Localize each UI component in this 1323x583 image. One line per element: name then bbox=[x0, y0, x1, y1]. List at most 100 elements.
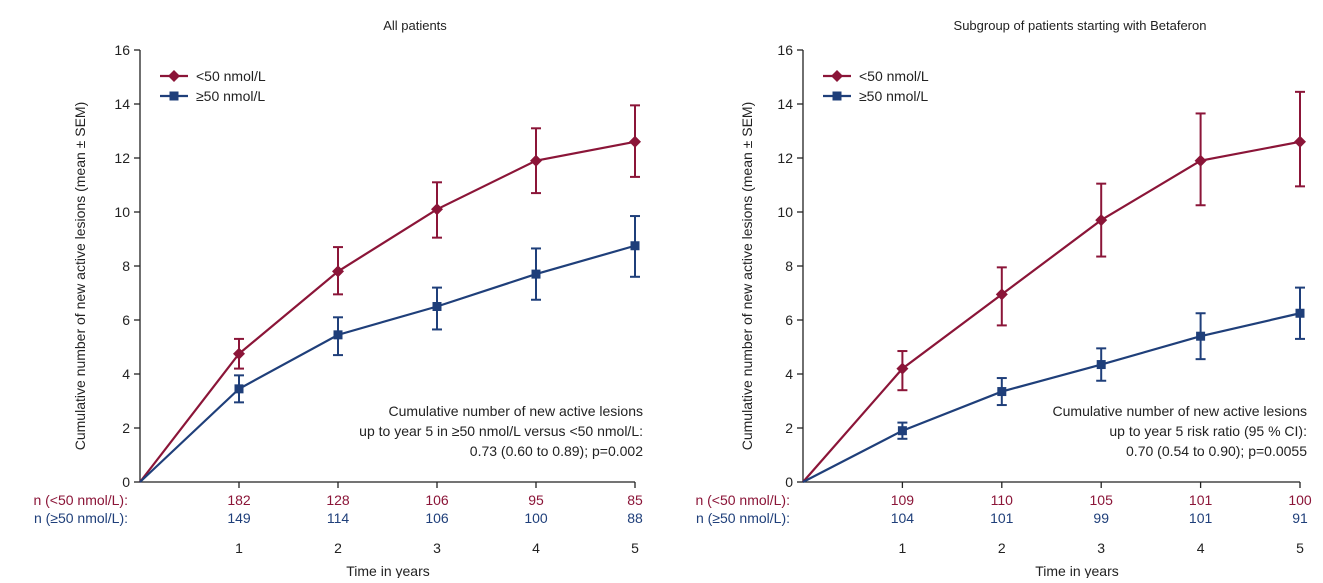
n-row-1: n (<50 nmol/L): 109 110 105 101 100 bbox=[695, 492, 1311, 508]
n-row-value: 109 bbox=[891, 492, 915, 508]
legend-marker-square bbox=[169, 91, 179, 101]
y-tick-label: 10 bbox=[777, 204, 793, 220]
annotation-line: up to year 5 in ≥50 nmol/L versus <50 nm… bbox=[359, 423, 643, 439]
n-row-value: 128 bbox=[326, 492, 350, 508]
x-tick-label: 4 bbox=[1197, 540, 1205, 556]
x-axis-label: Time in years bbox=[1035, 563, 1119, 578]
legend-label: ≥50 nmol/L bbox=[196, 88, 265, 104]
data-point-square bbox=[432, 302, 442, 311]
legend: <50 nmol/L ≥50 nmol/L bbox=[160, 68, 266, 104]
legend-marker-diamond bbox=[831, 70, 843, 82]
series-1 bbox=[802, 90, 1306, 483]
n-row-1: n (<50 nmol/L): 182 128 106 95 85 bbox=[33, 492, 643, 508]
data-point-square bbox=[531, 269, 541, 279]
annotation-line: up to year 5 risk ratio (95 % CI): bbox=[1109, 423, 1307, 439]
n-row-value: 101 bbox=[990, 510, 1014, 526]
data-point-diamond bbox=[1194, 154, 1207, 167]
annotation-line: 0.73 (0.60 to 0.89); p=0.002 bbox=[470, 443, 643, 459]
data-point-square bbox=[897, 426, 907, 436]
n-row-value: 95 bbox=[528, 492, 544, 508]
data-point-diamond bbox=[1095, 214, 1108, 227]
x-tick-label: 4 bbox=[532, 540, 540, 556]
n-row-2: n (≥50 nmol/L): 104 101 99 101 91 bbox=[696, 510, 1308, 526]
series-line bbox=[139, 244, 636, 483]
n-row-value: 149 bbox=[227, 510, 251, 526]
y-tick-label: 0 bbox=[785, 474, 793, 490]
data-point-diamond bbox=[1294, 135, 1306, 148]
chart-panel-2: Subgroup of patients starting with Betaf… bbox=[695, 18, 1311, 579]
n-row-2: n (≥50 nmol/L): 149 114 106 100 88 bbox=[34, 510, 643, 526]
y-tick-label: 14 bbox=[777, 96, 793, 112]
n-row-label: n (≥50 nmol/L): bbox=[34, 510, 128, 526]
legend-label: <50 nmol/L bbox=[196, 68, 266, 84]
data-point-diamond bbox=[233, 347, 245, 360]
annotation-line: 0.70 (0.54 to 0.90); p=0.0055 bbox=[1126, 443, 1307, 459]
annotation-line: Cumulative number of new active lesions bbox=[389, 403, 643, 419]
data-point-diamond bbox=[629, 135, 641, 148]
n-row-value: 101 bbox=[1189, 510, 1213, 526]
data-point-diamond bbox=[995, 288, 1008, 301]
n-row-label: n (≥50 nmol/L): bbox=[696, 510, 790, 526]
n-row-label: n (<50 nmol/L): bbox=[695, 492, 790, 508]
y-tick-label: 8 bbox=[785, 258, 793, 274]
y-tick-label: 12 bbox=[114, 150, 130, 166]
y-tick-label: 10 bbox=[114, 204, 130, 220]
n-row-label: n (<50 nmol/L): bbox=[33, 492, 128, 508]
y-tick-label: 4 bbox=[785, 366, 793, 382]
chart-title: Subgroup of patients starting with Betaf… bbox=[954, 18, 1207, 33]
y-axis-label: Cumulative number of new active lesions … bbox=[739, 102, 755, 451]
x-tick-label: 1 bbox=[899, 540, 907, 556]
y-tick-label: 6 bbox=[785, 312, 793, 328]
data-point-square bbox=[630, 241, 640, 251]
legend-marker-diamond bbox=[168, 70, 180, 82]
series-line bbox=[802, 312, 1301, 483]
n-row-value: 182 bbox=[227, 492, 251, 508]
data-point-diamond bbox=[332, 265, 344, 278]
y-tick-label: 16 bbox=[777, 42, 793, 58]
x-tick-label: 3 bbox=[433, 540, 441, 556]
n-row-value: 100 bbox=[524, 510, 548, 526]
y-tick-label: 0 bbox=[122, 474, 130, 490]
n-row-value: 106 bbox=[425, 492, 449, 508]
series-2 bbox=[139, 215, 640, 483]
y-tick-label: 6 bbox=[122, 312, 130, 328]
n-row-value: 101 bbox=[1189, 492, 1213, 508]
series-line bbox=[802, 140, 1301, 483]
data-point-diamond bbox=[896, 362, 909, 375]
n-row-value: 88 bbox=[627, 510, 643, 526]
x-tick-label: 3 bbox=[1097, 540, 1105, 556]
n-row-value: 99 bbox=[1093, 510, 1109, 526]
n-row-value: 100 bbox=[1288, 492, 1312, 508]
n-row-value: 85 bbox=[627, 492, 643, 508]
n-row-value: 91 bbox=[1292, 510, 1308, 526]
y-axis-label: Cumulative number of new active lesions … bbox=[72, 102, 88, 451]
y-tick-label: 14 bbox=[114, 96, 130, 112]
x-tick-label: 5 bbox=[1296, 540, 1304, 556]
data-point-square bbox=[234, 384, 244, 394]
n-row-value: 104 bbox=[891, 510, 915, 526]
y-tick-label: 16 bbox=[114, 42, 130, 58]
series-1 bbox=[139, 104, 641, 483]
series-line bbox=[139, 140, 636, 483]
annotation: Cumulative number of new active lesions u… bbox=[359, 403, 643, 459]
data-point-diamond bbox=[530, 154, 542, 167]
y-tick-label: 12 bbox=[777, 150, 793, 166]
data-point-square bbox=[1295, 308, 1305, 318]
n-row-value: 106 bbox=[425, 510, 449, 526]
n-row-value: 110 bbox=[991, 492, 1014, 508]
y-tick-label: 2 bbox=[785, 420, 793, 436]
x-tick-label: 2 bbox=[998, 540, 1006, 556]
y-tick-label: 8 bbox=[122, 258, 130, 274]
legend: <50 nmol/L ≥50 nmol/L bbox=[823, 68, 929, 104]
data-point-diamond bbox=[431, 203, 443, 216]
data-point-square bbox=[1096, 360, 1106, 370]
series-2 bbox=[802, 286, 1305, 483]
x-axis-label: Time in years bbox=[346, 563, 430, 578]
legend-label: ≥50 nmol/L bbox=[859, 88, 928, 104]
n-row-value: 114 bbox=[327, 510, 350, 526]
x-tick-label: 5 bbox=[631, 540, 639, 556]
y-tick-label: 4 bbox=[122, 366, 130, 382]
